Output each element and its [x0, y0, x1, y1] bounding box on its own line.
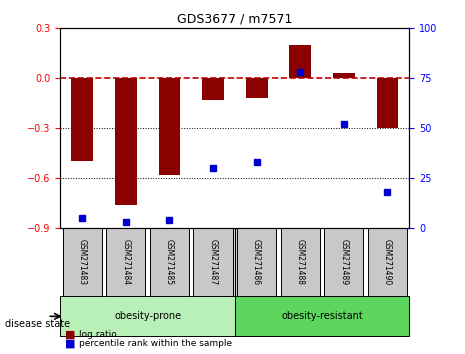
- Text: GSM271489: GSM271489: [339, 239, 348, 285]
- Text: ■: ■: [65, 330, 76, 339]
- FancyBboxPatch shape: [324, 228, 364, 296]
- Bar: [246, 78, 267, 98]
- Text: GSM271483: GSM271483: [78, 239, 87, 285]
- Text: ■: ■: [65, 338, 76, 348]
- Title: GDS3677 / m7571: GDS3677 / m7571: [177, 13, 292, 26]
- Text: disease state: disease state: [5, 319, 70, 329]
- FancyBboxPatch shape: [63, 228, 102, 296]
- Bar: [289, 45, 311, 78]
- FancyBboxPatch shape: [60, 296, 235, 336]
- Bar: [377, 78, 399, 128]
- FancyBboxPatch shape: [280, 228, 320, 296]
- FancyBboxPatch shape: [237, 228, 276, 296]
- FancyBboxPatch shape: [150, 228, 189, 296]
- Text: percentile rank within the sample: percentile rank within the sample: [79, 339, 232, 348]
- Text: log ratio: log ratio: [79, 330, 117, 339]
- FancyBboxPatch shape: [235, 296, 409, 336]
- FancyBboxPatch shape: [193, 228, 232, 296]
- Bar: [202, 78, 224, 100]
- Text: GSM271488: GSM271488: [296, 239, 305, 285]
- Text: GSM271484: GSM271484: [121, 239, 130, 285]
- Text: GSM271485: GSM271485: [165, 239, 174, 285]
- Text: obesity-prone: obesity-prone: [114, 311, 181, 321]
- Text: GSM271490: GSM271490: [383, 239, 392, 285]
- Bar: [115, 78, 137, 205]
- Bar: [333, 73, 355, 78]
- Text: GSM271486: GSM271486: [252, 239, 261, 285]
- FancyBboxPatch shape: [368, 228, 407, 296]
- Text: GSM271487: GSM271487: [208, 239, 218, 285]
- Bar: [71, 78, 93, 161]
- Bar: [159, 78, 180, 175]
- FancyBboxPatch shape: [106, 228, 146, 296]
- Text: obesity-resistant: obesity-resistant: [281, 311, 363, 321]
